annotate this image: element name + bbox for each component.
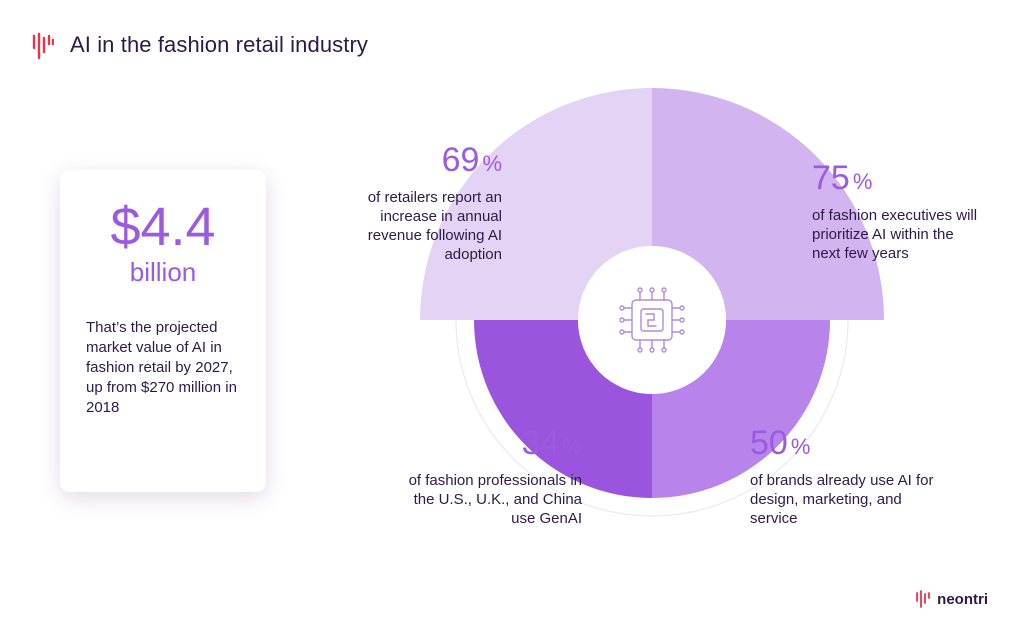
market-value-unit: billion	[129, 257, 197, 287]
neontri-brand-icon	[916, 590, 931, 608]
stat-34-percent: 34%	[521, 424, 582, 462]
stat-69-description: of retailers report an increase in annua…	[367, 189, 502, 263]
slice-34	[474, 320, 652, 498]
stat-34-description: of fashion professionals in the U.S., U.…	[408, 472, 582, 527]
stat-50: 50% of brands already use AI for design,…	[750, 425, 940, 528]
chart-slices	[420, 88, 884, 498]
stat-75-percent: 75%	[812, 159, 873, 197]
slice-75	[652, 88, 884, 320]
market-value-description: That’s the projected market value of AI …	[86, 319, 237, 416]
stat-75-description: of fashion executives will prioritize AI…	[812, 207, 978, 262]
slice-69	[420, 88, 652, 320]
page-title: AI in the fashion retail industry	[70, 32, 369, 57]
stat-34: 34% of fashion professionals in the U.S.…	[392, 425, 582, 528]
header: AI in the fashion retail industry	[32, 30, 368, 60]
stat-75: 75% of fashion executives will prioritiz…	[812, 160, 984, 263]
brand-name: neontri	[937, 590, 988, 608]
slice-50	[652, 320, 830, 498]
stat-69: 69% of retailers report an increase in a…	[330, 142, 502, 264]
stat-69-percent: 69%	[441, 141, 502, 179]
market-value: $4.4	[110, 197, 216, 257]
ai-chip-icon	[619, 287, 685, 353]
stat-50-description: of brands already use AI for design, mar…	[750, 472, 934, 527]
neontri-logo-icon	[32, 32, 54, 60]
stat-50-percent: 50%	[750, 424, 811, 462]
brand-footer: neontri	[915, 589, 988, 609]
market-value-card: $4.4 billion That’s the projected market…	[60, 170, 266, 492]
